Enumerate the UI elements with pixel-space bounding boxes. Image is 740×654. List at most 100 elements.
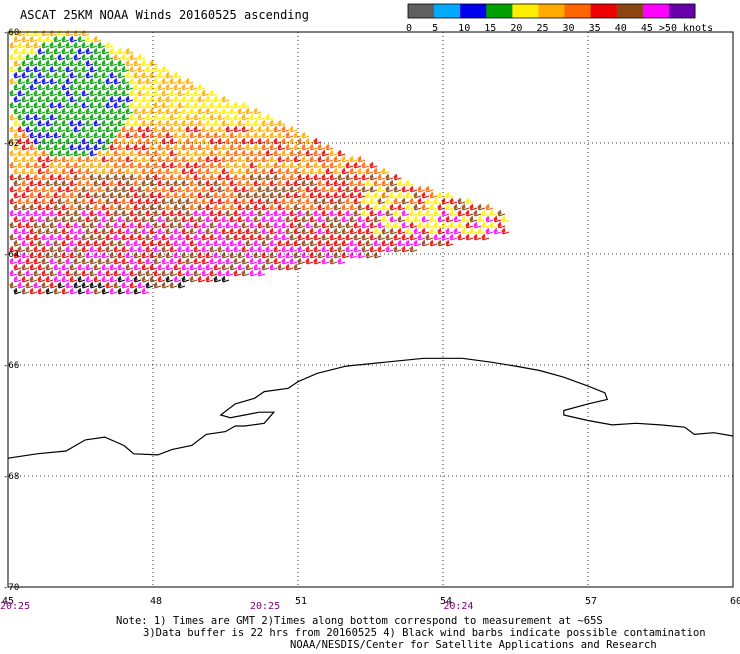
wind-barb [89, 185, 98, 193]
wind-barb [77, 119, 86, 127]
wind-barb [137, 233, 146, 241]
wind-barb [441, 233, 450, 241]
wind-barb [229, 155, 238, 163]
wind-barb [209, 209, 218, 217]
wind-barb [385, 209, 394, 217]
wind-barb [165, 275, 174, 283]
wind-barb [153, 269, 162, 277]
lat-tick-label: -64 [3, 250, 19, 260]
wind-barb [69, 251, 78, 259]
wind-barb [145, 197, 154, 205]
wind-barb [257, 269, 266, 277]
wind-barb [105, 65, 114, 73]
wind-barb [285, 239, 294, 247]
wind-barb [325, 215, 334, 223]
wind-barb [169, 101, 178, 109]
wind-barb [273, 173, 282, 181]
wind-barb [65, 185, 74, 193]
wind-barb [445, 203, 454, 211]
wind-barb [101, 179, 110, 187]
wind-barb [117, 59, 126, 67]
wind-barb [281, 233, 290, 241]
wind-barb [53, 275, 62, 283]
wind-barb [41, 197, 50, 205]
wind-barb [105, 137, 114, 145]
wind-barb [85, 251, 94, 259]
wind-barb [441, 221, 450, 229]
wind-barb [85, 203, 94, 211]
wind-barb [17, 221, 26, 229]
wind-barb [313, 137, 322, 145]
wind-barb [61, 275, 70, 283]
wind-barb [297, 161, 306, 169]
wind-speed-legend: 0 5 10 15 20 25 30 35 40 45 >50 knots [406, 3, 713, 34]
wind-barb [169, 173, 178, 181]
wind-barb [253, 107, 262, 115]
wind-barb [9, 101, 18, 109]
wind-barb [69, 35, 78, 43]
wind-barb [173, 227, 182, 235]
wind-barb [209, 161, 218, 169]
wind-barb [9, 185, 18, 193]
wind-barb [221, 275, 230, 283]
wind-barb [277, 131, 286, 139]
wind-barb [265, 125, 274, 133]
wind-barb [21, 131, 30, 139]
wind-barb [33, 245, 42, 253]
wind-barb [289, 257, 298, 265]
wind-barb [97, 269, 106, 277]
wind-barb [33, 173, 42, 181]
wind-barb [65, 137, 74, 145]
wind-barb [109, 95, 118, 103]
wind-barb [33, 281, 42, 289]
wind-barb [169, 113, 178, 121]
wind-barb [17, 149, 26, 157]
wind-barb [217, 185, 226, 193]
wind-barb [261, 155, 270, 163]
wind-barb [353, 185, 362, 193]
wind-barb [137, 221, 146, 229]
antarctic-coastline [7, 357, 734, 459]
wind-barb [197, 143, 206, 151]
wind-barb [473, 221, 482, 229]
wind-barb [69, 275, 78, 283]
wind-barb [113, 53, 122, 61]
wind-barb [89, 257, 98, 265]
wind-barb [89, 197, 98, 205]
wind-barb [257, 161, 266, 169]
wind-barb [313, 233, 322, 241]
wind-barb [9, 29, 18, 37]
wind-barb [149, 59, 158, 67]
wind-barb [321, 257, 330, 265]
wind-barb [469, 227, 478, 235]
wind-barb [257, 113, 266, 121]
wind-barb [169, 197, 178, 205]
wind-barb [417, 221, 426, 229]
wind-barb [257, 221, 266, 229]
wind-barb [89, 161, 98, 169]
wind-barb [89, 101, 98, 109]
pass-time-label: 20:24 [443, 601, 473, 612]
wind-barb [145, 245, 154, 253]
wind-barb [129, 77, 138, 85]
wind-barb [77, 131, 86, 139]
wind-barb [25, 161, 34, 169]
wind-barb [349, 191, 358, 199]
wind-barb [437, 191, 446, 199]
wind-barb [45, 227, 54, 235]
wind-barb [121, 281, 130, 289]
wind-barb [41, 125, 50, 133]
wind-barb [313, 209, 322, 217]
wind-barb [281, 161, 290, 169]
wind-barb [501, 227, 510, 235]
wind-barb [161, 257, 170, 265]
lon-tick-label: 54 [440, 596, 452, 607]
wind-barb [61, 287, 70, 295]
wind-barb [257, 125, 266, 133]
wind-barb [201, 197, 210, 205]
wind-barb [37, 95, 46, 103]
wind-barb [169, 281, 178, 289]
wind-barb [285, 215, 294, 223]
wind-barb [205, 167, 214, 175]
wind-barb [29, 191, 38, 199]
